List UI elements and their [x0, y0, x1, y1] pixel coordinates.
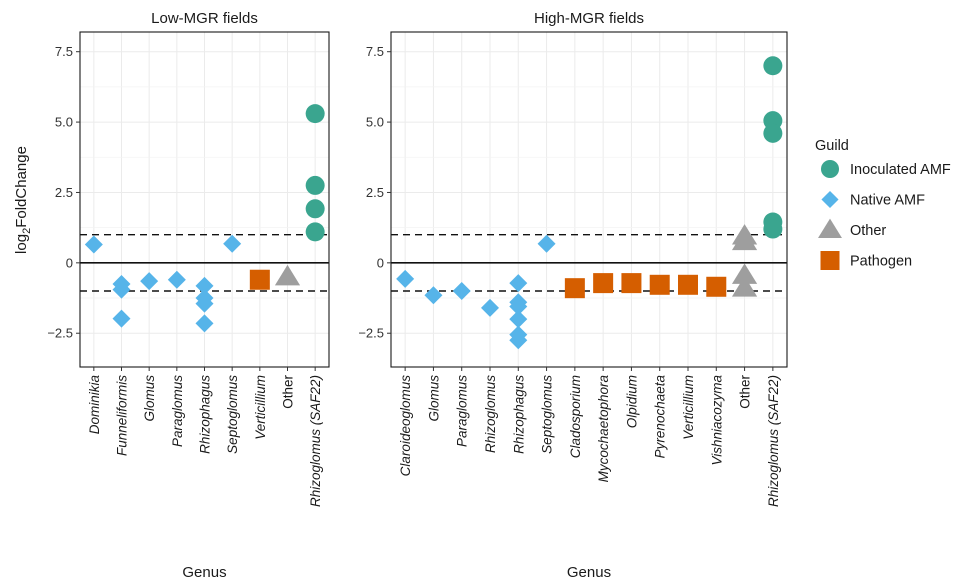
high-panel-frame	[390, 31, 788, 368]
legend-key-other	[818, 218, 842, 238]
low-panel-category-label: Other	[281, 374, 296, 408]
high-panel-category-label: Verticillium	[681, 375, 696, 440]
low-panel-y-tick-label: 5.0	[55, 115, 73, 130]
legend-label-other: Other	[850, 223, 886, 239]
high-panel-point-native	[537, 234, 556, 253]
high-panel-point-pathogen	[564, 278, 585, 299]
y-axis-title-rest: FoldChange	[13, 146, 30, 228]
legend-key-pathogen	[820, 251, 840, 270]
high-panel-point-other	[731, 276, 758, 297]
y-axis-title: log2FoldChange	[13, 146, 33, 254]
high-panel-point-pathogen	[678, 274, 698, 295]
high-panel-point-inoculated	[763, 219, 783, 239]
high-panel-point-inoculated	[763, 56, 783, 76]
low-panel-category-label: Verticillium	[253, 375, 268, 440]
high-panel-y-tick-label: −2.5	[358, 326, 384, 341]
high-panel-category-label: Mycochaetophora	[596, 375, 611, 483]
low-panel-category-label: Funneliformis	[115, 375, 130, 456]
legend-key-native	[821, 190, 839, 209]
low-panel-point-other	[274, 264, 301, 286]
low-panel-x-axis-title: Genus	[182, 564, 226, 581]
high-panel-y-tick-label: 0	[377, 255, 384, 270]
high-panel-title: High-MGR fields	[534, 10, 644, 27]
high-panel-point-native	[509, 310, 528, 329]
low-panel-point-native	[195, 294, 214, 313]
low-panel-point-inoculated	[305, 199, 325, 219]
legend-label-native: Native AMF	[850, 193, 925, 209]
legend-label-inoculated: Inoculated AMF	[850, 162, 951, 178]
high-panel-category-label: Rhizoglomus (SAF22)	[766, 375, 781, 507]
high-panel-point-pathogen	[621, 273, 642, 294]
high-panel-category-label: Olpidium	[624, 375, 639, 428]
y-axis-title-log: log	[13, 234, 30, 254]
low-panel-point-native	[223, 234, 242, 253]
low-panel-point-native	[195, 314, 214, 333]
high-panel-category-label: Claroideoglomus	[398, 375, 413, 477]
high-panel-category-label: Rhizophagus	[511, 375, 526, 454]
low-panel-category-label: Rhizoglomus (SAF22)	[308, 375, 323, 507]
low-panel-point-native	[112, 280, 131, 299]
high-panel-category-label: Cladosporium	[568, 375, 583, 458]
high-panel-point-native	[396, 269, 415, 288]
high-panel-category-label: Pyrenochaeta	[653, 375, 668, 459]
high-panel-point-pathogen	[706, 276, 727, 297]
high-panel-category-label: Other	[738, 374, 753, 408]
low-panel-point-native	[167, 270, 186, 289]
high-panel-y-tick-label: 7.5	[366, 44, 384, 59]
legend-title: Guild	[815, 138, 849, 154]
low-panel-point-native	[195, 276, 214, 295]
low-panel-point-native	[140, 272, 159, 291]
y-axis-title-subscript: 2	[21, 228, 33, 234]
high-panel-y-tick-label: 5.0	[366, 115, 384, 130]
high-panel-category-label: Vishniacozyma	[709, 375, 724, 466]
low-panel-category-label: Rhizophagus	[198, 375, 213, 454]
low-panel-y-tick-label: 2.5	[55, 185, 73, 200]
low-panel-title: Low-MGR fields	[151, 10, 258, 27]
high-panel-category-label: Rhizoglomus	[483, 375, 498, 453]
high-panel-point-native	[509, 274, 528, 293]
high-panel-x-axis-title: Genus	[567, 564, 611, 581]
low-panel-y-tick-label: 0	[66, 255, 73, 270]
low-panel-y-tick-label: 7.5	[55, 44, 73, 59]
low-panel-category-label: Dominikia	[87, 375, 102, 435]
legend-label-pathogen: Pathogen	[850, 254, 912, 270]
high-panel-point-other	[731, 229, 758, 251]
low-panel-category-label: Paraglomus	[170, 375, 185, 447]
high-panel-category-label: Paraglomus	[455, 375, 470, 447]
high-panel-point-pathogen	[593, 273, 614, 294]
low-panel-point-pathogen	[249, 269, 270, 290]
low-panel-category-label: Glomus	[142, 375, 157, 422]
high-panel-point-native	[424, 286, 443, 305]
low-panel-point-inoculated	[305, 175, 325, 195]
high-panel-category-label: Septoglomus	[540, 375, 555, 454]
high-panel-y-tick-label: 2.5	[366, 185, 384, 200]
high-panel-point-other	[731, 263, 758, 284]
high-panel-point-native	[481, 298, 499, 317]
legend-key-inoculated	[820, 159, 840, 179]
low-panel-category-label: Septoglomus	[225, 375, 240, 454]
low-panel-point-inoculated	[305, 222, 325, 242]
high-panel-point-pathogen	[649, 274, 670, 295]
high-panel-point-native	[509, 331, 528, 350]
low-panel-point-native	[112, 309, 131, 328]
low-panel-y-tick-label: −2.5	[47, 326, 73, 341]
high-panel-category-label: Glomus	[426, 375, 441, 422]
low-panel-point-inoculated	[305, 104, 325, 124]
high-panel-point-native	[509, 297, 528, 316]
high-panel-point-inoculated	[763, 123, 783, 143]
high-panel-point-native	[452, 281, 471, 300]
low-panel-point-native	[84, 235, 103, 254]
